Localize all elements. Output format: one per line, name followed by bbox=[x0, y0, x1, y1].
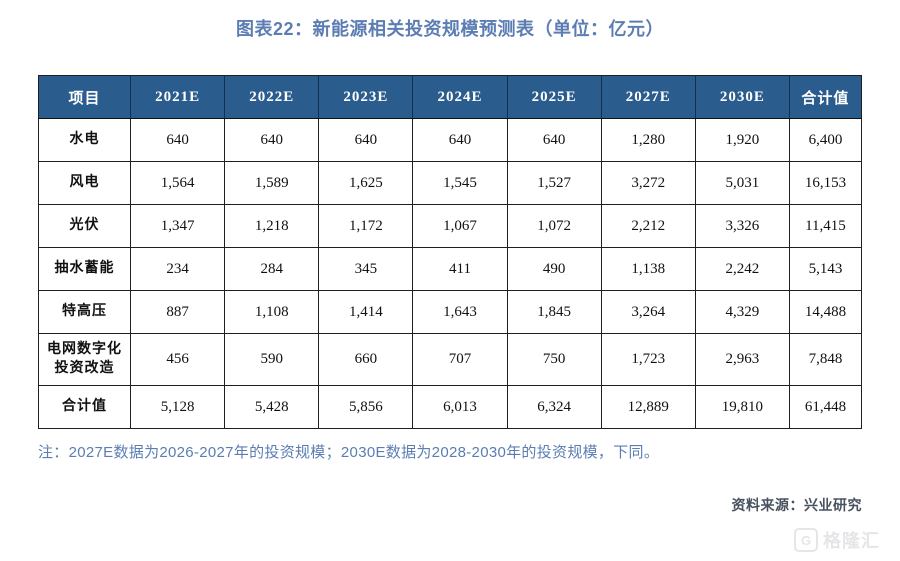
value-cell: 1,108 bbox=[224, 290, 320, 334]
value-cell: 1,845 bbox=[506, 290, 602, 334]
value-cell: 590 bbox=[224, 333, 320, 386]
value-cell: 660 bbox=[318, 333, 414, 386]
table-row: 合计值 5,128 5,428 5,856 6,013 6,324 12,889 19,810… bbox=[37, 385, 863, 429]
column-header: 2025E bbox=[506, 75, 602, 119]
value-cell: 1,920 bbox=[694, 118, 790, 162]
value-cell: 5,128 bbox=[130, 385, 226, 429]
value-cell: 2,242 bbox=[694, 247, 790, 291]
value-cell: 5,031 bbox=[694, 161, 790, 205]
value-cell: 750 bbox=[506, 333, 602, 386]
row-label: 电网数字化投资改造 bbox=[37, 333, 132, 386]
column-header: 合计值 bbox=[788, 75, 863, 119]
value-cell: 5,143 bbox=[788, 247, 863, 291]
table-header: 项目 2021E 2022E 2023E 2024E 2025E 2027E 2030E 合计值 bbox=[37, 75, 863, 119]
value-cell: 1,072 bbox=[506, 204, 602, 248]
value-cell: 2,963 bbox=[694, 333, 790, 386]
row-label: 水电 bbox=[37, 118, 132, 162]
row-label: 合计值 bbox=[37, 385, 132, 429]
column-header: 2023E bbox=[318, 75, 414, 119]
value-cell: 640 bbox=[224, 118, 320, 162]
value-cell: 1,280 bbox=[600, 118, 696, 162]
table-row: 电网数字化投资改造 456 590 660 707 750 1,723 2,963 7,848 bbox=[37, 333, 863, 386]
value-cell: 1,414 bbox=[318, 290, 414, 334]
source-attribution: 资料来源：兴业研究 bbox=[731, 497, 862, 513]
row-label: 风电 bbox=[37, 161, 132, 205]
table-row: 抽水蓄能 234 284 345 411 490 1,138 2,242 5,143 bbox=[37, 247, 863, 291]
value-cell: 4,329 bbox=[694, 290, 790, 334]
value-cell: 6,013 bbox=[412, 385, 508, 429]
value-cell: 1,589 bbox=[224, 161, 320, 205]
header-row: 项目 2021E 2022E 2023E 2024E 2025E 2027E 2030E 合计值 bbox=[37, 75, 863, 119]
footnote: 注：2027E数据为2026-2027年的投资规模；2030E数据为2028-2… bbox=[38, 444, 660, 461]
value-cell: 3,326 bbox=[694, 204, 790, 248]
value-cell: 19,810 bbox=[694, 385, 790, 429]
figure-title: 图表22：新能源相关投资规模预测表（单位：亿元） bbox=[235, 19, 665, 39]
value-cell: 640 bbox=[412, 118, 508, 162]
value-cell: 6,400 bbox=[788, 118, 863, 162]
table-row: 风电 1,564 1,589 1,625 1,545 1,527 3,272 5,031 16,… bbox=[37, 161, 863, 205]
gelonghui-watermark: G 格隆汇 bbox=[794, 527, 880, 553]
value-cell: 1,527 bbox=[506, 161, 602, 205]
value-cell: 640 bbox=[506, 118, 602, 162]
value-cell: 1,067 bbox=[412, 204, 508, 248]
column-header: 2027E bbox=[600, 75, 696, 119]
value-cell: 1,643 bbox=[412, 290, 508, 334]
row-label: 抽水蓄能 bbox=[37, 247, 132, 291]
value-cell: 1,625 bbox=[318, 161, 414, 205]
value-cell: 7,848 bbox=[788, 333, 863, 386]
value-cell: 11,415 bbox=[788, 204, 863, 248]
value-cell: 5,856 bbox=[318, 385, 414, 429]
value-cell: 640 bbox=[130, 118, 226, 162]
table-row: 水电 640 640 640 640 640 1,280 1,920 6,400 bbox=[37, 118, 863, 162]
table-row: 特高压 887 1,108 1,414 1,643 1,845 3,264 4,329 14,4… bbox=[37, 290, 863, 334]
column-header: 项目 bbox=[37, 75, 132, 119]
value-cell: 1,347 bbox=[130, 204, 226, 248]
value-cell: 1,138 bbox=[600, 247, 696, 291]
value-cell: 1,545 bbox=[412, 161, 508, 205]
value-cell: 1,723 bbox=[600, 333, 696, 386]
column-header: 2024E bbox=[412, 75, 508, 119]
value-cell: 16,153 bbox=[788, 161, 863, 205]
column-header: 2021E bbox=[130, 75, 226, 119]
watermark-text: 格隆汇 bbox=[823, 531, 880, 551]
column-header: 2030E bbox=[694, 75, 790, 119]
value-cell: 490 bbox=[506, 247, 602, 291]
forecast-table: 项目 2021E 2022E 2023E 2024E 2025E 2027E 2030E 合计值… bbox=[37, 75, 863, 429]
value-cell: 707 bbox=[412, 333, 508, 386]
value-cell: 284 bbox=[224, 247, 320, 291]
value-cell: 14,488 bbox=[788, 290, 863, 334]
value-cell: 640 bbox=[318, 118, 414, 162]
value-cell: 2,212 bbox=[600, 204, 696, 248]
value-cell: 3,264 bbox=[600, 290, 696, 334]
value-cell: 1,564 bbox=[130, 161, 226, 205]
row-label: 特高压 bbox=[37, 290, 132, 334]
value-cell: 12,889 bbox=[600, 385, 696, 429]
value-cell: 456 bbox=[130, 333, 226, 386]
value-cell: 61,448 bbox=[788, 385, 863, 429]
value-cell: 3,272 bbox=[600, 161, 696, 205]
value-cell: 411 bbox=[412, 247, 508, 291]
table-body: 水电 640 640 640 640 640 1,280 1,920 6,400 风电 1,564 1… bbox=[37, 118, 863, 429]
value-cell: 6,324 bbox=[506, 385, 602, 429]
row-label: 光伏 bbox=[37, 204, 132, 248]
value-cell: 1,172 bbox=[318, 204, 414, 248]
value-cell: 345 bbox=[318, 247, 414, 291]
table-row: 光伏 1,347 1,218 1,172 1,067 1,072 2,212 3,326 11,… bbox=[37, 204, 863, 248]
value-cell: 887 bbox=[130, 290, 226, 334]
value-cell: 234 bbox=[130, 247, 226, 291]
column-header: 2022E bbox=[224, 75, 320, 119]
value-cell: 5,428 bbox=[224, 385, 320, 429]
value-cell: 1,218 bbox=[224, 204, 320, 248]
gelonghui-logo-icon: G bbox=[794, 528, 818, 552]
